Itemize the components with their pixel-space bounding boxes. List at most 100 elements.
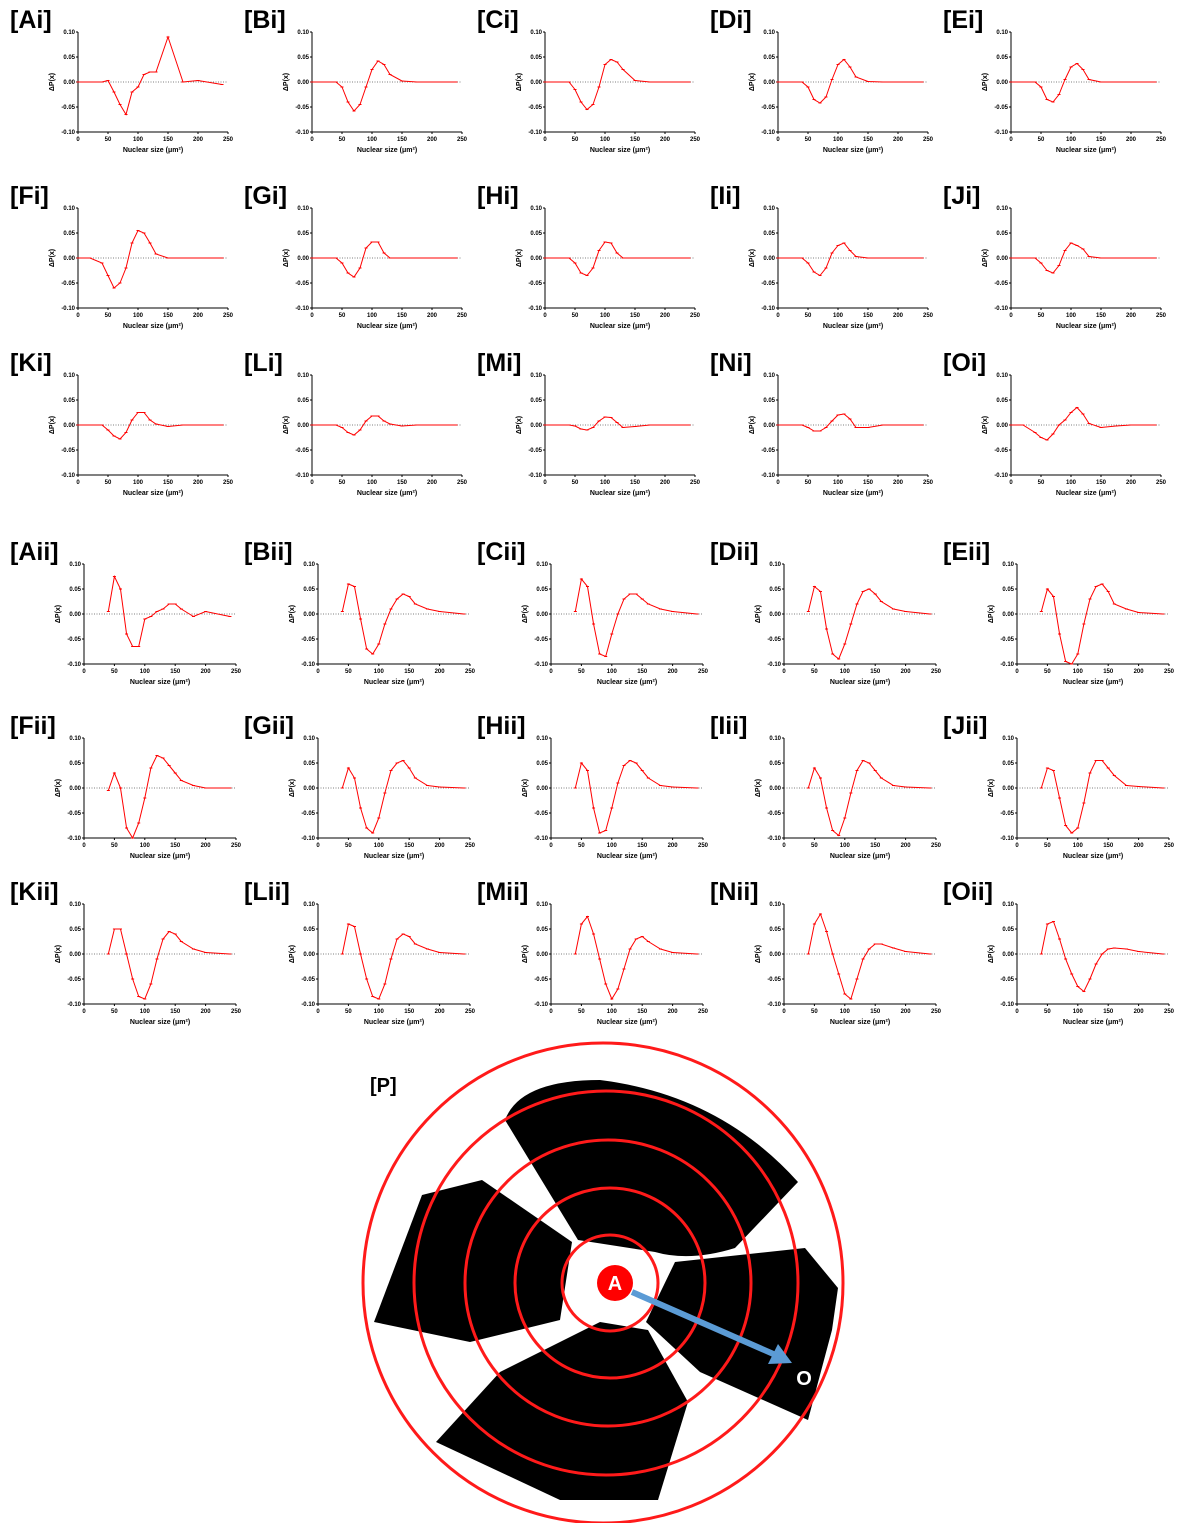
panel-label: [Oii] bbox=[943, 878, 993, 906]
x-axis-label: Nuclear size (μm²) bbox=[357, 147, 417, 154]
y-tick-label: -0.05 bbox=[301, 637, 315, 643]
x-axis-label: Nuclear size (μm²) bbox=[1063, 679, 1123, 686]
y-tick-label: 0.05 bbox=[69, 927, 81, 933]
x-tick-label: 150 bbox=[1103, 669, 1114, 675]
chart-panel: [Bii] 0.10 0.05 0.00 -0.05 -0.100 50 100 150 200 2… bbox=[244, 538, 476, 686]
x-tick-label: 100 bbox=[367, 313, 378, 319]
x-tick-label: 50 bbox=[805, 480, 812, 486]
x-tick-label: 100 bbox=[1073, 669, 1084, 675]
x-tick-label: 250 bbox=[931, 1009, 942, 1015]
data-line bbox=[545, 416, 689, 431]
x-axis-label: Nuclear size (μm²) bbox=[364, 1019, 424, 1026]
y-tick-label: 0.00 bbox=[996, 80, 1008, 86]
y-tick-label: 0.00 bbox=[297, 256, 309, 262]
data-line bbox=[78, 229, 222, 289]
x-tick-label: 0 bbox=[310, 480, 314, 486]
y-tick-label: 0.05 bbox=[1002, 587, 1014, 593]
data-line bbox=[807, 759, 930, 837]
y-axis-label: ΔP(x) bbox=[522, 945, 529, 963]
y-tick-label: 0.05 bbox=[530, 55, 542, 61]
x-axis-label: Nuclear size (μm²) bbox=[364, 679, 424, 686]
data-line bbox=[107, 928, 230, 1000]
y-axis-label: ΔP(x) bbox=[749, 416, 756, 434]
y-tick-label: -0.10 bbox=[61, 473, 75, 479]
panel-label: [Eii] bbox=[943, 538, 990, 566]
y-tick-label: 0.10 bbox=[69, 562, 81, 568]
x-tick-label: 250 bbox=[923, 137, 934, 143]
y-tick-label: -0.05 bbox=[767, 637, 781, 643]
x-tick-label: 50 bbox=[105, 137, 112, 143]
data-line bbox=[312, 415, 456, 436]
data-line bbox=[341, 923, 464, 1000]
x-axis-label: Nuclear size (μm²) bbox=[1056, 147, 1116, 154]
ring bbox=[560, 1233, 660, 1333]
x-tick-label: 200 bbox=[427, 137, 438, 143]
y-tick-label: 0.05 bbox=[303, 927, 315, 933]
y-tick-label: -0.05 bbox=[1000, 977, 1014, 983]
x-tick-label: 200 bbox=[427, 480, 438, 486]
y-axis-label: ΔP(x) bbox=[755, 605, 762, 623]
x-tick-label: 250 bbox=[698, 669, 709, 675]
y-tick-label: -0.05 bbox=[528, 448, 542, 454]
x-tick-label: 150 bbox=[163, 313, 174, 319]
x-tick-label: 200 bbox=[193, 480, 204, 486]
y-tick-label: 0.00 bbox=[303, 612, 315, 618]
x-axis-label: Nuclear size (μm²) bbox=[1056, 323, 1116, 330]
x-tick-label: 50 bbox=[345, 669, 352, 675]
y-tick-label: 0.10 bbox=[536, 562, 548, 568]
y-tick-label: -0.10 bbox=[528, 306, 542, 312]
x-tick-label: 100 bbox=[607, 843, 618, 849]
x-tick-label: 100 bbox=[140, 1009, 151, 1015]
y-tick-label: -0.10 bbox=[295, 473, 309, 479]
y-tick-label: -0.05 bbox=[67, 637, 81, 643]
y-tick-label: 0.05 bbox=[297, 231, 309, 237]
y-tick-label: 0.00 bbox=[303, 952, 315, 958]
x-tick-label: 250 bbox=[457, 137, 468, 143]
x-axis-label: Nuclear size (μm²) bbox=[590, 323, 650, 330]
y-tick-label: 0.10 bbox=[769, 562, 781, 568]
y-tick-label: 0.10 bbox=[996, 206, 1008, 212]
y-tick-label: -0.05 bbox=[67, 811, 81, 817]
panel-label: [Gii] bbox=[244, 712, 294, 740]
data-line bbox=[341, 759, 464, 834]
x-tick-label: 200 bbox=[1134, 669, 1145, 675]
y-tick-label: -0.10 bbox=[994, 473, 1008, 479]
y-tick-label: 0.00 bbox=[536, 786, 548, 792]
y-tick-label: 0.00 bbox=[763, 80, 775, 86]
panel-label: [Cii] bbox=[477, 538, 526, 566]
x-axis-label: Nuclear size (μm²) bbox=[823, 147, 883, 154]
x-tick-label: 50 bbox=[572, 313, 579, 319]
node-label: O bbox=[796, 1368, 812, 1390]
data-line bbox=[312, 241, 456, 278]
x-tick-label: 100 bbox=[607, 1009, 618, 1015]
y-tick-label: 0.00 bbox=[63, 80, 75, 86]
x-tick-label: 50 bbox=[1044, 1009, 1051, 1015]
x-tick-label: 0 bbox=[316, 669, 320, 675]
y-tick-label: -0.10 bbox=[767, 836, 781, 842]
chart-panel: [Dii] 0.10 0.05 0.00 -0.05 -0.100 50 100 150 200 2… bbox=[710, 538, 942, 686]
y-tick-label: 0.10 bbox=[63, 206, 75, 212]
data-line bbox=[107, 574, 231, 647]
y-tick-label: 0.05 bbox=[303, 761, 315, 767]
y-tick-label: 0.10 bbox=[536, 736, 548, 742]
node-a bbox=[597, 1265, 633, 1301]
y-tick-label: 0.05 bbox=[303, 587, 315, 593]
y-tick-label: -0.10 bbox=[301, 836, 315, 842]
x-tick-label: 0 bbox=[782, 669, 786, 675]
x-tick-label: 200 bbox=[427, 313, 438, 319]
chart-panel: [Ii] 0.10 0.05 0.00 -0.05 -0.100 50 100 150 200 25… bbox=[710, 182, 934, 330]
data-line bbox=[778, 58, 922, 104]
x-tick-label: 50 bbox=[105, 313, 112, 319]
x-tick-label: 0 bbox=[776, 480, 780, 486]
x-tick-label: 200 bbox=[668, 669, 679, 675]
y-axis-label: ΔP(x) bbox=[55, 605, 62, 623]
tissue bbox=[374, 1080, 838, 1500]
y-tick-label: 0.10 bbox=[530, 206, 542, 212]
y-tick-label: 0.00 bbox=[530, 80, 542, 86]
data-line bbox=[545, 241, 689, 277]
x-tick-label: 200 bbox=[435, 669, 446, 675]
y-tick-label: 0.05 bbox=[769, 761, 781, 767]
x-axis-label: Nuclear size (μm²) bbox=[830, 679, 890, 686]
y-tick-label: 0.05 bbox=[769, 927, 781, 933]
rings bbox=[361, 1041, 845, 1523]
